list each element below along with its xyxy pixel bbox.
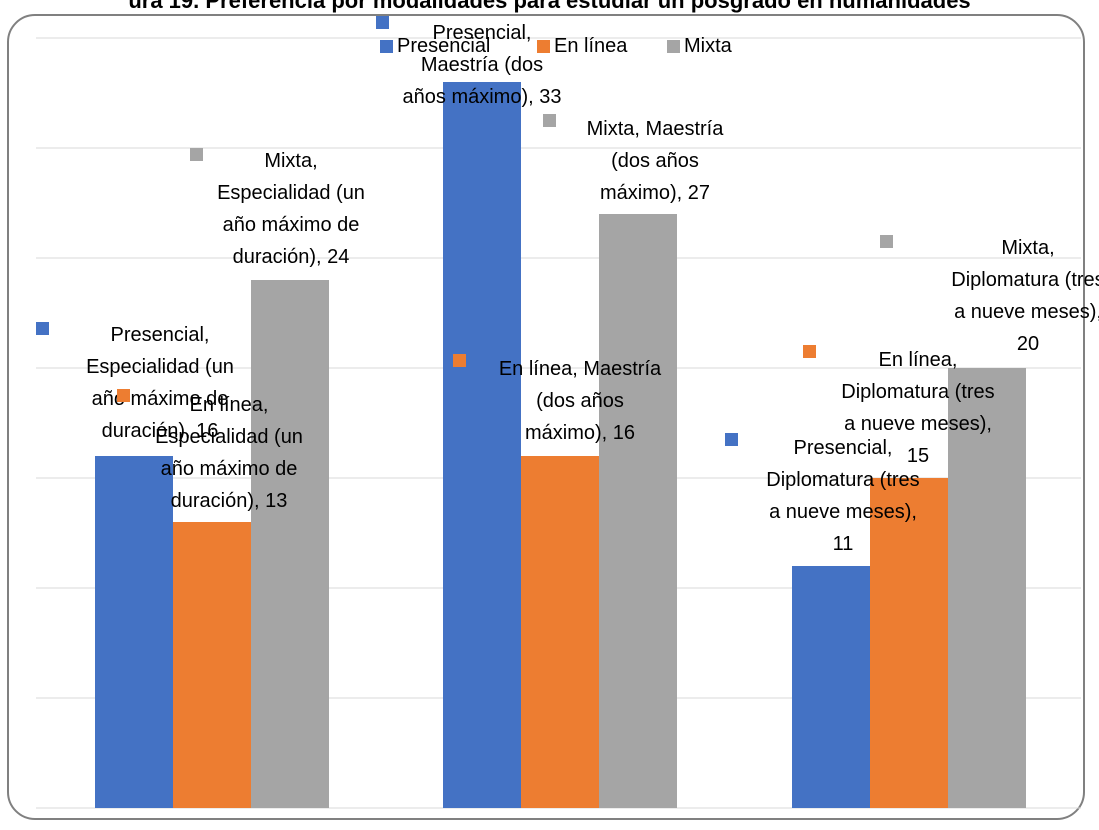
data-label-key xyxy=(36,322,49,335)
data-label-line: Especialidad (un xyxy=(217,182,365,204)
data-label-line: En línea, xyxy=(190,394,269,416)
data-label-line: a nueve meses), xyxy=(844,413,992,435)
data-label-line: Maestría (dos xyxy=(421,54,543,76)
bar-mixta-2 xyxy=(599,214,677,808)
data-label-line: En línea, Maestría xyxy=(499,358,662,380)
data-label-2: En línea, Especialidad (un año máximo de du… xyxy=(117,389,303,512)
legend-item-mixta: Mixta xyxy=(667,35,733,57)
chart-legend: Presencial En línea Mixta xyxy=(380,35,733,57)
data-label-line: Presencial, xyxy=(433,22,532,44)
legend-label-presencial: Presencial xyxy=(397,35,490,57)
bar-mixta-3 xyxy=(948,368,1026,808)
data-label-key xyxy=(880,235,893,248)
data-label-line: a nueve meses), xyxy=(954,301,1099,323)
data-label-line: máximo), 27 xyxy=(600,182,710,204)
bar-en-linea-3 xyxy=(870,478,948,808)
data-label-key xyxy=(190,148,203,161)
data-label-line: duración), 24 xyxy=(233,246,350,268)
data-label-line: Diplomatura (tres xyxy=(841,381,994,403)
bar-presencial-2 xyxy=(443,82,521,808)
data-label-key xyxy=(543,114,556,127)
data-label-key xyxy=(117,389,130,402)
legend-item-en-linea: En línea xyxy=(537,35,628,57)
data-label-line: 11 xyxy=(833,533,854,555)
data-label-line: Mixta, xyxy=(1001,237,1054,259)
data-label-6: Mixta, Maestría (dos años máximo), 27 xyxy=(543,114,724,204)
chart-title: ura 19. Preferencia por modalidades para… xyxy=(128,0,971,13)
data-label-line: Diplomatura (tres xyxy=(766,469,919,491)
chart-frame xyxy=(7,14,1085,820)
data-label-8: En línea, Diplomatura (tres a nueve meses)… xyxy=(803,345,995,467)
data-label-key xyxy=(725,433,738,446)
bar-en-linea-1 xyxy=(173,522,251,808)
data-label-line: Diplomatura (tres xyxy=(951,269,1099,291)
bar-presencial-3 xyxy=(792,566,870,808)
bars-layer xyxy=(95,82,1026,808)
legend-label-mixta: Mixta xyxy=(684,35,733,57)
data-label-line: a nueve meses), xyxy=(769,501,917,523)
legend-swatch-mixta xyxy=(667,40,680,53)
data-label-line: duración), 13 xyxy=(171,490,288,512)
data-label-line: 15 xyxy=(907,445,929,467)
bar-mixta-1 xyxy=(251,280,329,808)
data-label-4: Presencial, Maestría (dos años máximo), 33 xyxy=(376,16,561,108)
data-label-line: años máximo), 33 xyxy=(403,86,562,108)
data-label-key xyxy=(376,16,389,29)
data-label-9: Mixta, Diplomatura (tres a nueve meses), 20 xyxy=(880,235,1099,355)
legend-swatch-presencial xyxy=(380,40,393,53)
data-label-key xyxy=(453,354,466,367)
data-label-line: (dos años xyxy=(536,390,624,412)
data-label-line: 20 xyxy=(1017,333,1039,355)
bar-en-linea-2 xyxy=(521,456,599,808)
data-label-key xyxy=(803,345,816,358)
data-label-line: año máximo de xyxy=(223,214,360,236)
legend-label-en-linea: En línea xyxy=(554,35,628,57)
data-label-line: Especialidad (un xyxy=(86,356,234,378)
data-label-line: Presencial, xyxy=(794,437,893,459)
legend-swatch-en-linea xyxy=(537,40,550,53)
data-label-line: duración), 16 xyxy=(102,420,219,442)
data-label-line: Especialidad (un xyxy=(155,426,303,448)
data-labels-layer: Presencial, Especialidad (un año máximo de… xyxy=(36,16,1099,555)
data-label-line: En línea, xyxy=(879,349,958,371)
data-label-5: En línea, Maestría (dos años máximo), 16 xyxy=(453,354,662,444)
legend-item-presencial: Presencial xyxy=(380,35,490,57)
data-label-line: máximo), 16 xyxy=(525,422,635,444)
data-label-line: (dos años xyxy=(611,150,699,172)
data-label-line: año máximo de xyxy=(161,458,298,480)
data-label-line: Mixta, xyxy=(264,150,317,172)
data-label-line: Mixta, Maestría xyxy=(587,118,725,140)
data-label-line: Presencial, xyxy=(111,324,210,346)
data-label-3: Mixta, Especialidad (un año máximo de durac… xyxy=(190,148,365,268)
bar-presencial-1 xyxy=(95,456,173,808)
data-label-7: Presencial, Diplomatura (tres a nueve mese… xyxy=(725,433,920,555)
